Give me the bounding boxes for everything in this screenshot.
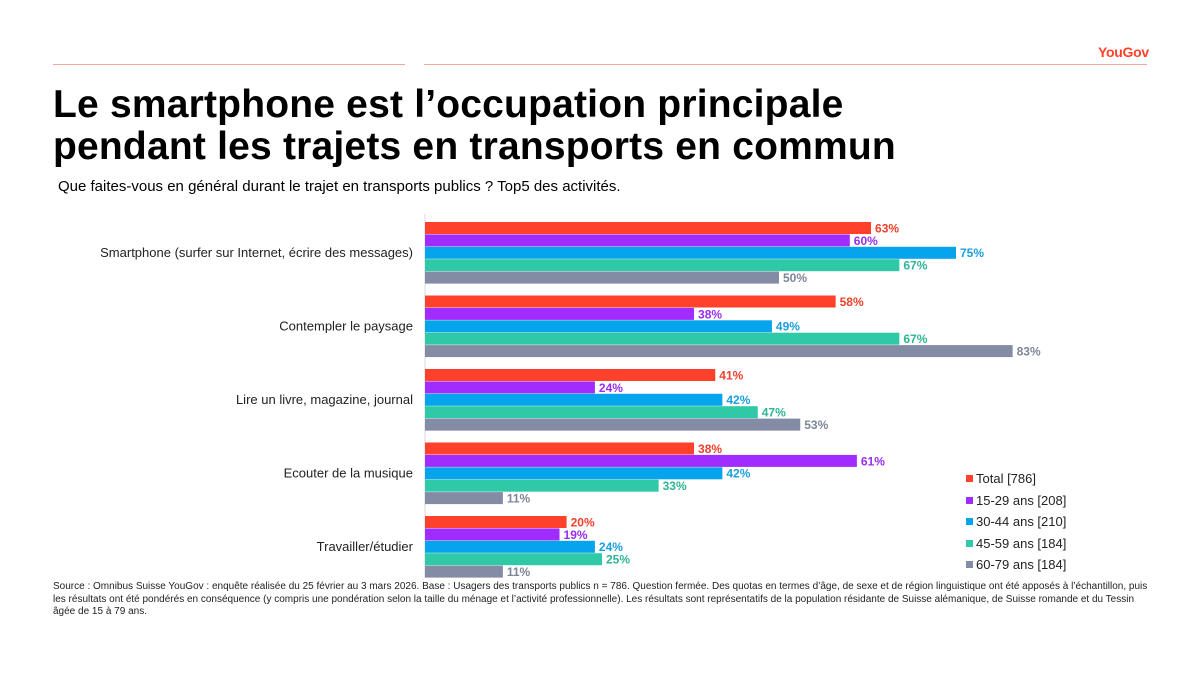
header-rule-right: [424, 64, 1147, 65]
bar: [425, 565, 503, 578]
legend-swatch: [966, 539, 973, 547]
bar: [425, 222, 872, 234]
bar: [425, 393, 723, 406]
category-label: Lire un livre, magazine, journal: [236, 392, 413, 407]
source-note: Source : Omnibus Suisse YouGov : enquête…: [53, 581, 1148, 617]
data-label: 25%: [606, 553, 630, 567]
bar: [425, 259, 900, 272]
legend-label: 15-29 ans [208]: [976, 492, 1067, 508]
data-label: 33%: [663, 479, 687, 493]
bar: [425, 320, 772, 333]
bar: [425, 246, 956, 259]
bar: [425, 295, 836, 308]
header-rule-left: [53, 64, 405, 65]
title-line-1: Le smartphone est l’occupation principal…: [53, 83, 844, 126]
legend-swatch: [966, 496, 973, 504]
bar: [425, 307, 695, 320]
data-label: 67%: [903, 259, 927, 273]
category-label: Travailler/étudier: [317, 539, 414, 554]
legend-item: 60-79 ans [184]: [966, 554, 1066, 576]
data-label: 50%: [783, 271, 807, 285]
legend-item: Total [786]: [966, 468, 1066, 490]
data-label: 11%: [507, 492, 531, 506]
bar: [425, 345, 1013, 358]
data-label: 38%: [698, 307, 722, 321]
legend-label: 30-44 ans [210]: [976, 514, 1067, 530]
data-label: 49%: [776, 320, 800, 334]
data-label: 11%: [507, 565, 531, 579]
bar: [425, 516, 567, 528]
bar: [425, 332, 900, 345]
data-label: 67%: [903, 332, 927, 346]
chart-legend: Total [786] 15-29 ans [208] 30-44 ans [210…: [966, 468, 1066, 576]
data-label: 47%: [762, 406, 786, 420]
data-label: 24%: [599, 381, 623, 395]
legend-label: Total [786]: [976, 471, 1036, 487]
bar: [425, 454, 857, 467]
data-label: 20%: [571, 515, 595, 529]
bar: [425, 528, 560, 541]
data-label: 63%: [875, 221, 899, 235]
legend-label: 60-79 ans [184]: [976, 557, 1067, 573]
legend-swatch: [966, 561, 973, 569]
bar: [425, 369, 716, 381]
bar: [425, 540, 595, 553]
bar: [425, 479, 659, 492]
data-label: 61%: [861, 454, 885, 468]
bar: [425, 553, 602, 566]
category-label: Ecouter de la musique: [284, 466, 413, 481]
bar: [425, 492, 503, 505]
legend-swatch: [966, 518, 973, 526]
data-label: 83%: [1017, 345, 1041, 359]
bar: [425, 406, 758, 419]
page-title: Le smartphone est l’occupation principal…: [53, 84, 896, 168]
data-label: 58%: [840, 295, 864, 309]
data-label: 41%: [719, 368, 743, 382]
data-label: 24%: [599, 540, 623, 554]
bar: [425, 467, 723, 480]
category-label: Contempler le paysage: [279, 319, 413, 334]
bar: [425, 271, 779, 284]
data-label: 60%: [854, 234, 878, 248]
chart-subtitle: Que faites-vous en général durant le tra…: [58, 178, 621, 195]
data-label: 42%: [726, 393, 750, 407]
bar: [425, 442, 695, 455]
bar: [425, 418, 801, 431]
data-label: 53%: [804, 418, 828, 432]
legend-item: 30-44 ans [210]: [966, 511, 1066, 533]
yougov-logo: YouGov: [1098, 44, 1149, 60]
category-label: Smartphone (surfer sur Internet, écrire …: [100, 245, 413, 260]
bar: [425, 381, 595, 394]
legend-item: 45-59 ans [184]: [966, 533, 1066, 555]
data-label: 75%: [960, 246, 984, 260]
legend-item: 15-29 ans [208]: [966, 490, 1066, 512]
legend-label: 45-59 ans [184]: [976, 535, 1067, 551]
data-label: 38%: [698, 442, 722, 456]
title-line-2: pendant les trajets en transports en com…: [53, 125, 896, 168]
legend-swatch: [966, 475, 973, 483]
bar: [425, 234, 850, 247]
data-label: 19%: [564, 528, 588, 542]
data-label: 42%: [726, 467, 750, 481]
